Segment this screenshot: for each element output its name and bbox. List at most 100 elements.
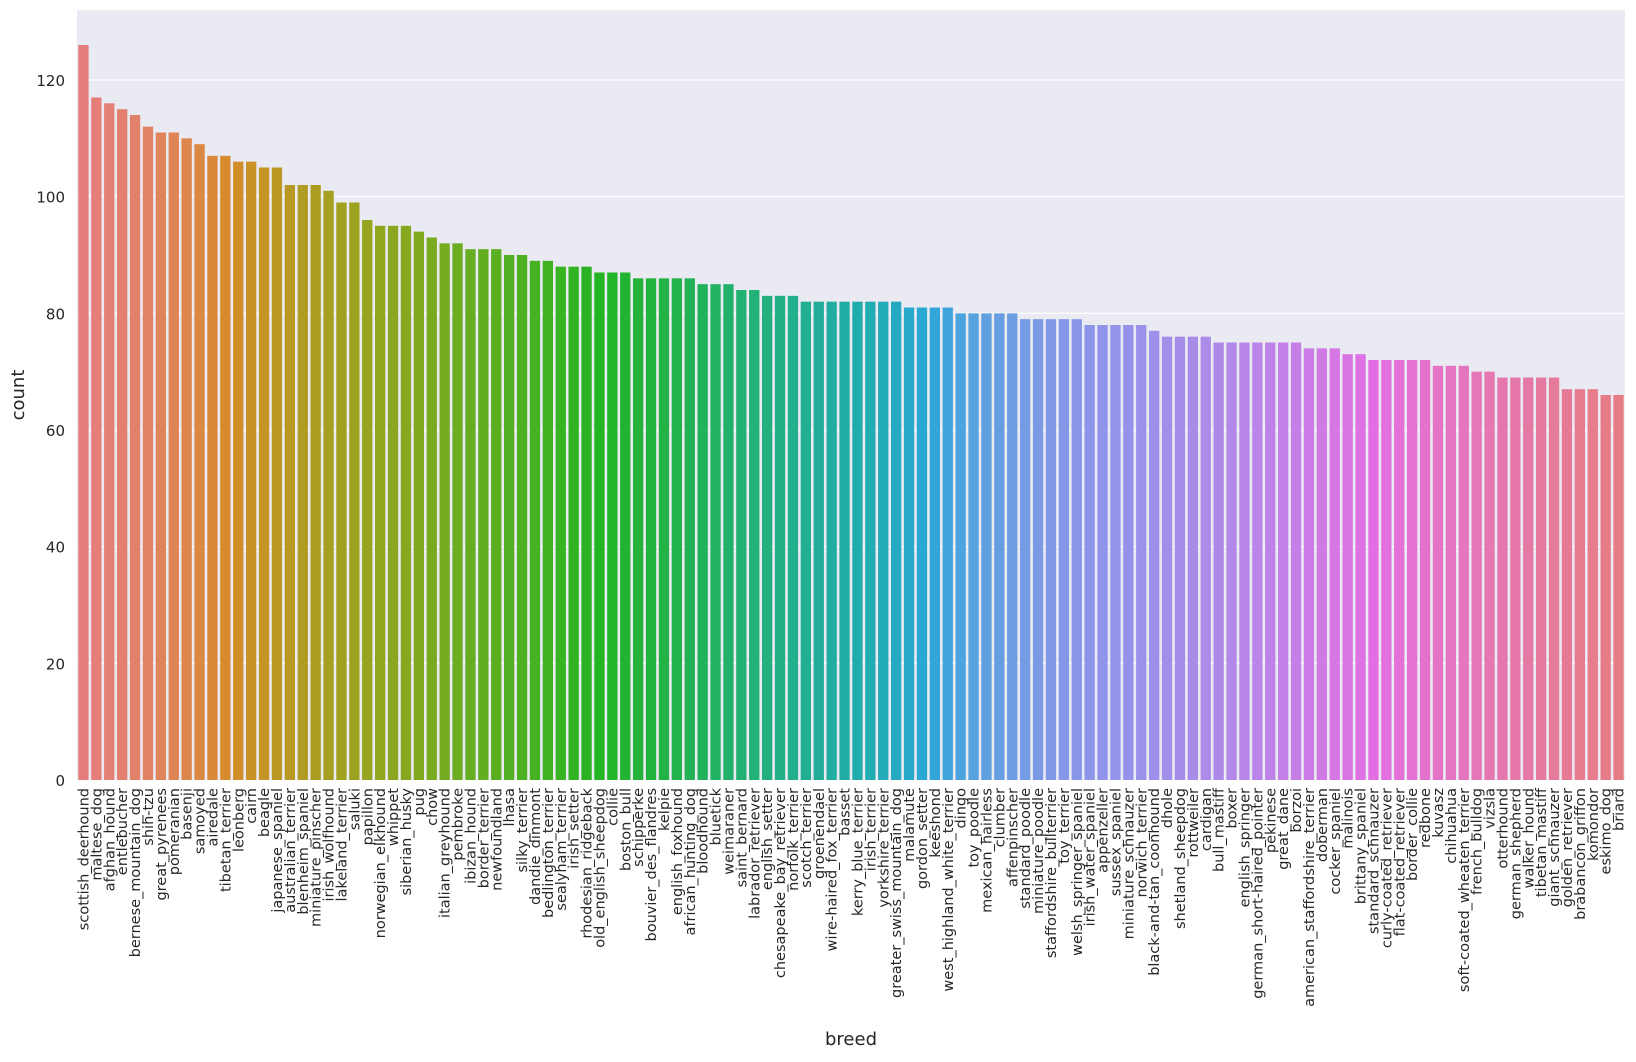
x-tick-label: gordon_setter	[915, 788, 931, 889]
bar	[632, 278, 644, 780]
x-tick-label: great_pyrenees	[154, 788, 170, 901]
x-tick-label: scottish_deerhound	[76, 788, 92, 930]
x-tick-label: rottweiler	[1186, 788, 1202, 858]
bar	[1265, 342, 1276, 780]
x-tick-label: sealyham_terrier	[554, 788, 570, 911]
bar	[1406, 360, 1418, 780]
x-tick-label: basenji	[180, 788, 196, 840]
bar	[671, 278, 683, 780]
bar	[1471, 371, 1482, 780]
x-tick-label: clumber	[992, 788, 1008, 847]
x-tick-label: old_english_sheepdog	[592, 788, 608, 948]
bar	[942, 307, 953, 780]
bar	[1277, 342, 1289, 780]
x-tick-labels: scottish_deerhoundmaltese_dogafghan_houn…	[76, 787, 1627, 1007]
bar	[1290, 342, 1302, 780]
x-tick-label: welsh_springer_spaniel	[1070, 788, 1086, 956]
bar	[1523, 377, 1534, 780]
bar	[1110, 325, 1121, 780]
gridlines	[77, 79, 1625, 781]
x-tick-label: maltese_dog	[89, 788, 105, 881]
bar	[1342, 354, 1353, 780]
bar	[620, 272, 631, 780]
bar	[1600, 395, 1611, 780]
plot-area	[77, 10, 1625, 780]
bar	[710, 284, 721, 780]
x-tick-label: silky_terrier	[515, 788, 531, 873]
x-tick-label: bouvier_des_flandres	[644, 788, 660, 941]
x-tick-label: sussex_spaniel	[1108, 788, 1124, 896]
x-tick-label: doberman	[1315, 788, 1331, 862]
bar	[1510, 377, 1521, 780]
x-tick-label: flat-coated_retriever	[1392, 788, 1408, 936]
x-tick-label: soft-coated_wheaten_terrier	[1457, 788, 1473, 992]
x-tick-label: pomeranian	[167, 788, 183, 875]
x-tick-label: siberian_husky	[399, 788, 415, 896]
y-tick-label: 0	[55, 772, 65, 790]
bar	[1071, 319, 1082, 780]
x-tick-label: samoyed	[193, 788, 209, 854]
bar	[1303, 348, 1315, 780]
bar	[684, 278, 695, 780]
x-tick-label: miniature_pinscher	[309, 788, 325, 927]
bar	[426, 237, 437, 780]
bar	[1587, 389, 1598, 780]
x-tick-label: miniature_poodle	[1031, 788, 1047, 914]
bar	[181, 138, 192, 781]
x-tick-label: curly-coated_retriever	[1379, 788, 1395, 948]
x-tick-label: otterhound	[1495, 788, 1511, 869]
bar	[233, 161, 244, 780]
x-tick-label: saluki	[347, 788, 363, 830]
bar	[374, 225, 386, 781]
bar	[903, 307, 915, 780]
bar	[1561, 389, 1573, 780]
x-tick-label: kerry_blue_terrier	[850, 788, 866, 916]
y-tick-label: 40	[46, 539, 65, 557]
x-tick-label: shetland_sheepdog	[1173, 788, 1189, 929]
bar	[478, 249, 489, 780]
x-tick-label: airedale	[205, 788, 221, 847]
x-tick-label: dingo	[954, 788, 970, 829]
y-tick-label: 80	[46, 305, 65, 323]
bar	[529, 260, 541, 780]
x-tick-label: chihuahua	[1444, 788, 1460, 864]
x-tick-label: boston_bull	[618, 788, 634, 871]
bar	[658, 278, 670, 780]
bar	[1432, 365, 1444, 780]
bar	[465, 249, 476, 780]
x-tick-label: irish_wolfhound	[322, 788, 338, 902]
bar	[774, 295, 786, 780]
x-tick-label: toy_terrier	[1057, 788, 1073, 864]
x-tick-label: tibetan_mastiff	[1534, 787, 1550, 897]
bar	[1045, 319, 1057, 780]
x-tick-label: malinois	[1341, 788, 1357, 849]
bar	[1032, 319, 1044, 780]
bar	[1316, 348, 1328, 780]
x-tick-label: chow	[425, 788, 441, 826]
x-tick-label: kuvasz	[1431, 788, 1447, 838]
bar	[129, 115, 141, 780]
bar	[516, 255, 528, 780]
bar	[542, 260, 554, 780]
x-tick-label: appenzeller	[1096, 788, 1112, 873]
x-tick-label: labrador_retriever	[747, 788, 763, 919]
bar	[581, 266, 592, 781]
x-tick-label: irish_setter	[567, 788, 583, 869]
x-tick-label: tibetan_terrier	[218, 788, 234, 892]
bar	[207, 155, 218, 781]
bar	[1007, 313, 1018, 780]
bar	[1123, 325, 1134, 780]
x-tick-label: german_shepherd	[1508, 788, 1524, 919]
x-tick-label: scotch_terrier	[799, 788, 815, 888]
bar	[1148, 330, 1160, 780]
bar	[194, 144, 205, 780]
bar	[878, 301, 889, 780]
bar	[1548, 377, 1560, 780]
bar	[1574, 389, 1586, 780]
x-tick-label: mexican_hairless	[979, 788, 995, 913]
bar	[142, 126, 154, 780]
bar	[452, 243, 463, 781]
bar	[813, 301, 824, 780]
bar	[1394, 360, 1405, 780]
y-tick-label: 60	[46, 422, 65, 440]
